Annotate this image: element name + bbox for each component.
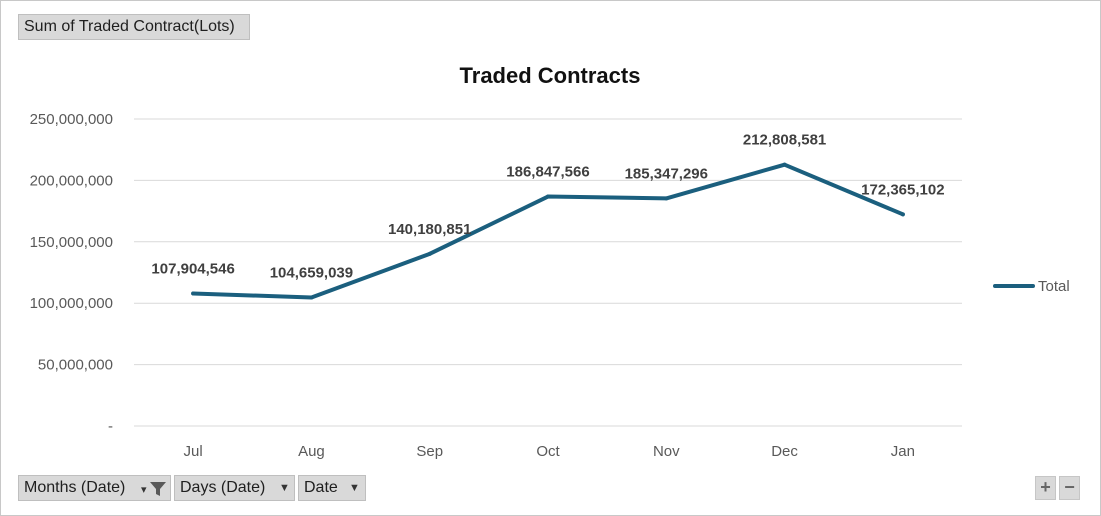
- axis-field-months-button[interactable]: Months (Date) ▾: [18, 475, 171, 501]
- data-label: 212,808,581: [743, 132, 826, 149]
- value-field-label: Sum of Traded Contract(Lots): [24, 18, 235, 35]
- data-point[interactable]: [900, 212, 905, 217]
- data-label: 107,904,546: [151, 260, 234, 277]
- x-tick-label: Jul: [184, 443, 203, 460]
- x-tick-label: Dec: [771, 443, 798, 460]
- data-point[interactable]: [664, 196, 669, 201]
- dropdown-arrow-icon: ▾: [141, 484, 147, 496]
- dropdown-arrow-icon: ▼: [279, 482, 290, 494]
- data-point[interactable]: [191, 291, 196, 296]
- chart-title: Traded Contracts: [460, 63, 641, 88]
- y-tick-label: -: [108, 418, 113, 435]
- value-field-button[interactable]: Sum of Traded Contract(Lots): [18, 14, 250, 40]
- data-point[interactable]: [427, 251, 432, 256]
- data-label: 186,847,566: [506, 164, 589, 181]
- filter-icon: [150, 482, 166, 496]
- x-tick-label: Jan: [891, 443, 915, 460]
- axis-field-date-button[interactable]: Date ▼: [298, 475, 366, 501]
- y-tick-label: 150,000,000: [30, 234, 113, 251]
- data-point[interactable]: [309, 295, 314, 300]
- x-tick-label: Nov: [653, 443, 680, 460]
- dropdown-arrow-icon: ▼: [349, 482, 360, 494]
- data-label: 185,347,296: [625, 165, 708, 182]
- axis-field-date-label: Date: [304, 479, 338, 496]
- data-point[interactable]: [546, 194, 550, 199]
- axis-field-days-label: Days (Date): [180, 479, 266, 496]
- data-label: 140,180,851: [388, 221, 471, 238]
- y-tick-label: 100,000,000: [30, 295, 113, 312]
- minus-icon: −: [1064, 477, 1075, 497]
- axis-field-months-label: Months (Date): [24, 479, 126, 496]
- axis-field-days-button[interactable]: Days (Date) ▼: [174, 475, 295, 501]
- legend-label: Total: [1038, 278, 1070, 295]
- collapse-field-button[interactable]: −: [1059, 476, 1080, 500]
- y-tick-label: 50,000,000: [38, 357, 113, 374]
- data-point[interactable]: [782, 162, 787, 167]
- x-tick-label: Oct: [536, 443, 560, 460]
- plus-icon: +: [1040, 477, 1051, 497]
- data-label: 172,365,102: [861, 181, 944, 198]
- x-tick-label: Sep: [416, 443, 443, 460]
- y-tick-label: 250,000,000: [30, 111, 113, 128]
- x-tick-label: Aug: [298, 443, 325, 460]
- y-tick-label: 200,000,000: [30, 172, 113, 189]
- data-label: 104,659,039: [270, 264, 353, 281]
- expand-field-button[interactable]: +: [1035, 476, 1056, 500]
